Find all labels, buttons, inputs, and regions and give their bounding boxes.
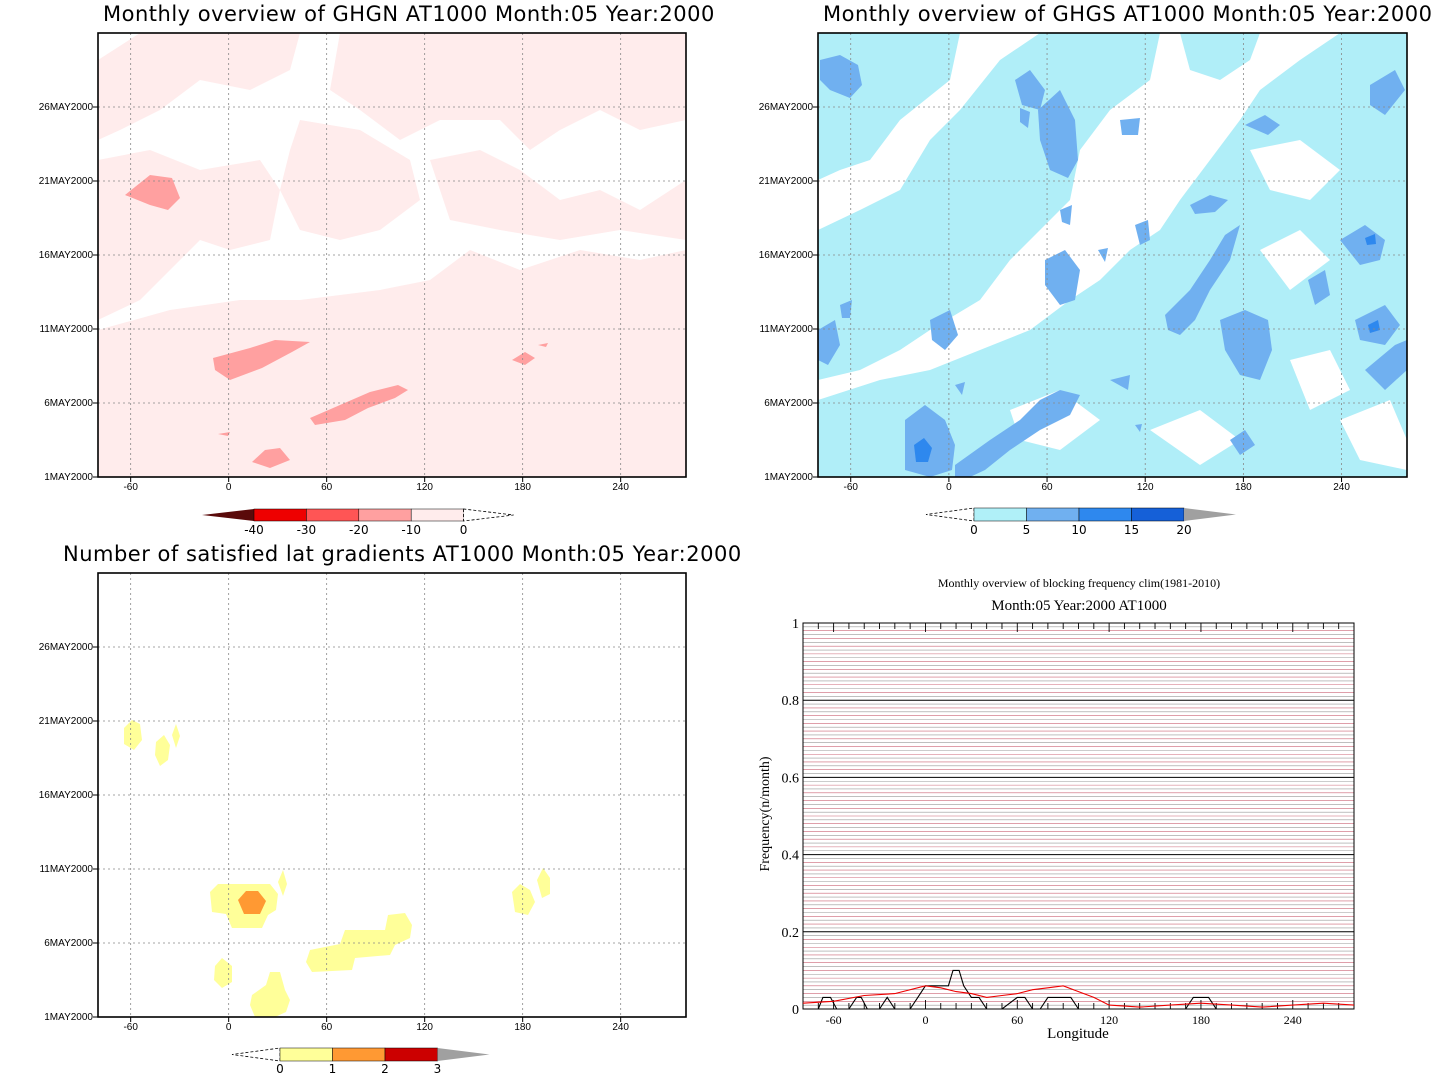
panel4-xlabel: Longitude xyxy=(1047,1026,1109,1042)
x-tick-label: 240 xyxy=(1333,482,1350,493)
y-tick-label: 0.4 xyxy=(782,849,800,864)
x-tick-label: 60 xyxy=(321,482,333,493)
colorbar-label: 15 xyxy=(1124,523,1139,537)
x-tick-label: -60 xyxy=(123,1022,138,1033)
y-tick-label: 1MAY2000 xyxy=(44,472,93,483)
y-tick-label: 11MAY2000 xyxy=(39,324,93,335)
panel4-title2: Month:05 Year:2000 AT1000 xyxy=(991,598,1167,614)
x-tick-label: 0 xyxy=(226,482,232,493)
y-tick-label: 1MAY2000 xyxy=(764,472,813,483)
y-tick-label: 0 xyxy=(792,1003,799,1018)
x-tick-label: -60 xyxy=(123,482,138,493)
x-tick-label: 180 xyxy=(1235,482,1252,493)
colorbar-label: -10 xyxy=(401,523,421,537)
panel1-fill-mid xyxy=(125,175,548,468)
x-tick-label: 180 xyxy=(1192,1013,1210,1027)
panel2-title: Monthly overview of GHGS AT1000 Month:05… xyxy=(823,2,1433,26)
x-tick-label: 120 xyxy=(1137,482,1154,493)
colorbar-right-triangle xyxy=(463,508,514,522)
y-tick-label: 1 xyxy=(792,617,799,632)
panel3-colorbar: 0 1 2 3 xyxy=(231,1047,490,1076)
colorbar-label: 5 xyxy=(1023,523,1031,537)
panel3-title: Number of satisfied lat gradients AT1000… xyxy=(63,542,742,566)
x-tick-label: 180 xyxy=(514,482,531,493)
y-tick-label: 26MAY2000 xyxy=(39,642,94,653)
colorbar-label: 1 xyxy=(329,1062,337,1076)
y-tick-label: 11MAY2000 xyxy=(39,864,93,875)
x-tick-label: -60 xyxy=(826,1013,842,1027)
y-tick-label: 6MAY2000 xyxy=(764,398,813,409)
y-tick-label: 16MAY2000 xyxy=(39,250,94,261)
colorbar-label: -30 xyxy=(297,523,317,537)
x-tick-label: 60 xyxy=(1041,482,1053,493)
x-tick-label: 120 xyxy=(416,482,433,493)
colorbar-label: 0 xyxy=(276,1062,284,1076)
series-line-0 xyxy=(803,969,1354,1010)
x-tick-label: 240 xyxy=(612,1022,629,1033)
colorbar-label: 10 xyxy=(1071,523,1086,537)
series-line-1 xyxy=(802,985,1355,1008)
x-tick-label: 60 xyxy=(1011,1013,1023,1027)
panel4-title1: Monthly overview of blocking frequency c… xyxy=(937,576,1221,590)
colorbar-right-triangle xyxy=(1184,508,1236,521)
x-tick-label: 0 xyxy=(946,482,952,493)
panel2-fill-mid xyxy=(818,55,1407,477)
x-tick-label: 120 xyxy=(416,1022,433,1033)
x-tick-label: -60 xyxy=(843,482,858,493)
colorbar-left-triangle xyxy=(202,509,254,521)
y-tick-label: 16MAY2000 xyxy=(759,250,814,261)
x-tick-label: 120 xyxy=(1100,1013,1118,1027)
x-tick-label: 0 xyxy=(922,1013,928,1027)
y-tick-label: 26MAY2000 xyxy=(759,102,814,113)
y-tick-label: 21MAY2000 xyxy=(759,176,814,187)
y-tick-label: 26MAY2000 xyxy=(39,102,94,113)
x-tick-label: 0 xyxy=(226,1022,232,1033)
panel2-fill-dark xyxy=(914,234,1380,462)
colorbar-label: -40 xyxy=(244,523,264,537)
y-tick-label: 6MAY2000 xyxy=(44,938,93,949)
colorbar-label: -20 xyxy=(349,523,369,537)
y-tick-label: 6MAY2000 xyxy=(44,398,93,409)
panel1-fill-light xyxy=(98,33,686,477)
panel1-title: Monthly overview of GHGN AT1000 Month:05… xyxy=(103,2,715,26)
y-tick-label: 0.2 xyxy=(782,926,800,941)
x-tick-label: 240 xyxy=(1284,1013,1302,1027)
colorbar-label: 3 xyxy=(434,1062,442,1076)
x-tick-label: 60 xyxy=(321,1022,333,1033)
panel3-fill-orange xyxy=(238,891,266,914)
y-tick-label: 1MAY2000 xyxy=(44,1012,93,1023)
colorbar-right-triangle xyxy=(437,1048,490,1061)
y-tick-label: 11MAY2000 xyxy=(759,324,813,335)
colorbar-label: 2 xyxy=(381,1062,389,1076)
colorbar-label: 0 xyxy=(460,523,468,537)
panel1-colorbar: -40 -30 -20 -10 0 xyxy=(202,508,514,537)
panel2-colorbar: 0 5 10 15 20 xyxy=(925,507,1236,537)
x-tick-label: 180 xyxy=(514,1022,531,1033)
x-tick-label: 240 xyxy=(612,482,629,493)
colorbar-label: 20 xyxy=(1176,523,1191,537)
y-tick-label: 21MAY2000 xyxy=(39,176,94,187)
y-tick-label: 21MAY2000 xyxy=(39,716,94,727)
y-tick-label: 16MAY2000 xyxy=(39,790,94,801)
y-tick-label: 0.8 xyxy=(782,694,800,709)
y-tick-label: 0.6 xyxy=(782,771,800,786)
colorbar-label: 0 xyxy=(970,523,978,537)
